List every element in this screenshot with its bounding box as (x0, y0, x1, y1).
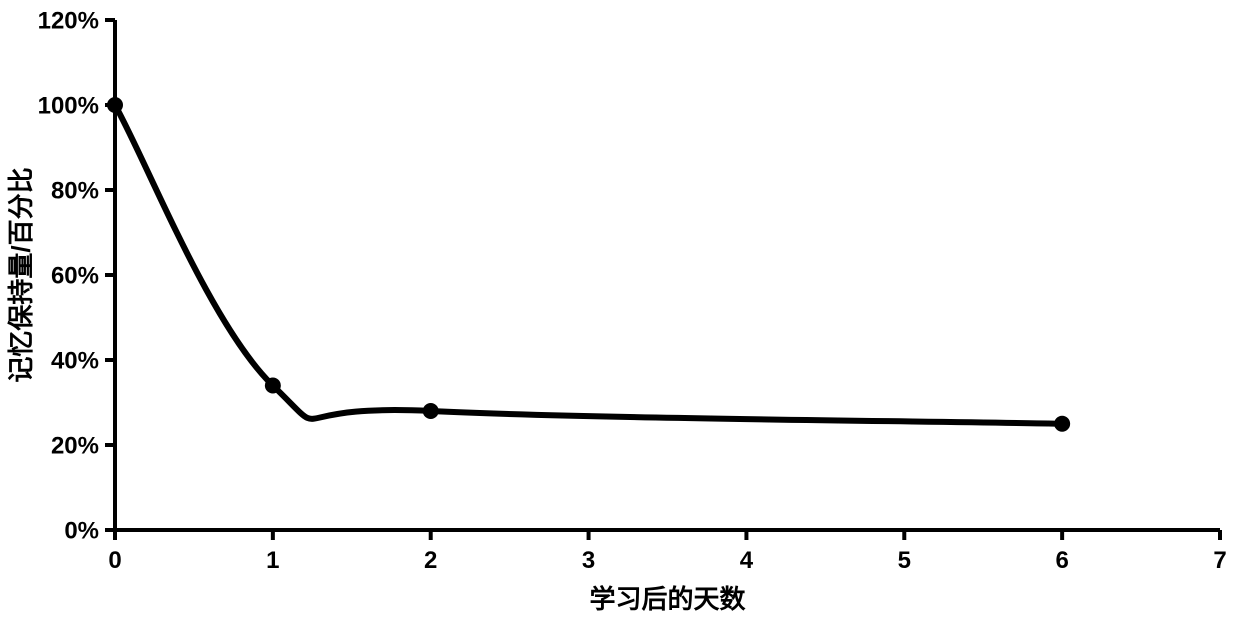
series-marker (423, 403, 439, 419)
y-tick-label: 100% (38, 92, 99, 119)
x-tick-label: 4 (740, 547, 754, 574)
y-tick-label: 20% (51, 432, 99, 459)
x-tick-label: 6 (1055, 547, 1068, 574)
series-marker (107, 97, 123, 113)
y-tick-label: 40% (51, 347, 99, 374)
x-tick-label: 2 (424, 547, 437, 574)
x-tick-label: 3 (582, 547, 595, 574)
x-tick-label: 7 (1213, 547, 1226, 574)
y-tick-label: 0% (64, 517, 99, 544)
x-tick-label: 1 (266, 547, 279, 574)
series-marker (265, 378, 281, 394)
y-axis-label: 记忆保持量/百分比 (6, 167, 36, 382)
x-tick-label: 5 (898, 547, 911, 574)
series-marker (1054, 416, 1070, 432)
x-tick-label: 0 (108, 547, 121, 574)
y-tick-label: 80% (51, 177, 99, 204)
memory-retention-chart: 0 1 2 3 4 5 6 7 0% 20% 40% 60% 80% 100% 120% 学习后的天数 记忆保持… (0, 0, 1240, 622)
y-tick-label: 120% (38, 7, 99, 34)
x-axis-label: 学习后的天数 (589, 584, 746, 614)
y-tick-label: 60% (51, 262, 99, 289)
